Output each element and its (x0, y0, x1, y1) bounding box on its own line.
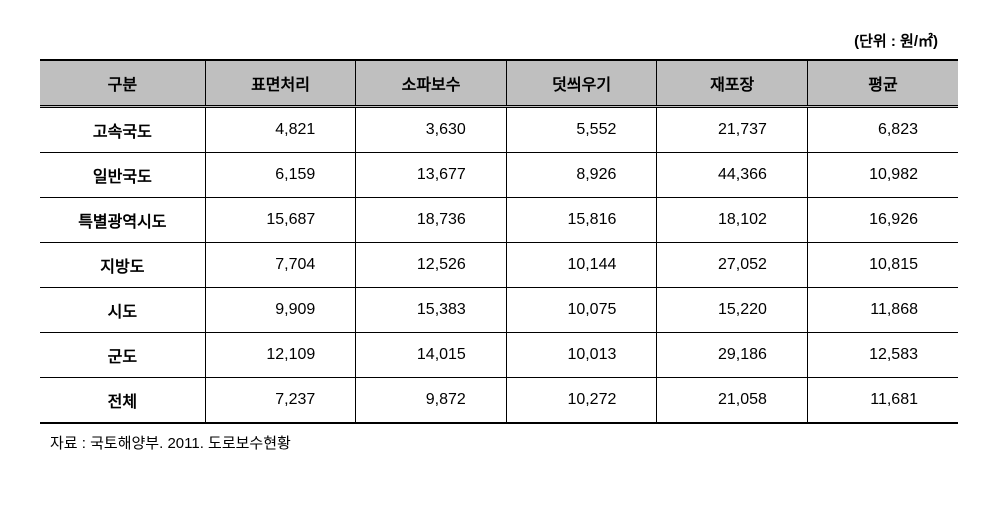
cell-value: 10,144 (506, 243, 657, 288)
cell-value: 9,909 (205, 288, 356, 333)
cell-value: 21,058 (657, 378, 808, 424)
cell-value: 10,815 (807, 243, 958, 288)
cell-value: 3,630 (356, 107, 507, 153)
cell-value: 9,872 (356, 378, 507, 424)
cell-value: 13,677 (356, 153, 507, 198)
col-header-surface: 표면처리 (205, 60, 356, 107)
col-header-category: 구분 (40, 60, 205, 107)
cell-value: 12,583 (807, 333, 958, 378)
cell-value: 15,687 (205, 198, 356, 243)
col-header-average: 평균 (807, 60, 958, 107)
table-body: 고속국도 4,821 3,630 5,552 21,737 6,823 일반국도… (40, 107, 958, 424)
cell-value: 10,075 (506, 288, 657, 333)
source-label: 자료 : 국토해양부. 2011. 도로보수현황 (40, 432, 958, 453)
cell-value: 10,272 (506, 378, 657, 424)
table-row: 군도 12,109 14,015 10,013 29,186 12,583 (40, 333, 958, 378)
table-header-row: 구분 표면처리 소파보수 덧씌우기 재포장 평균 (40, 60, 958, 107)
table-row: 고속국도 4,821 3,630 5,552 21,737 6,823 (40, 107, 958, 153)
unit-label: (단위 : 원/㎡) (40, 30, 958, 51)
table-row: 시도 9,909 15,383 10,075 15,220 11,868 (40, 288, 958, 333)
cell-value: 15,383 (356, 288, 507, 333)
cell-value: 15,220 (657, 288, 808, 333)
cell-value: 18,102 (657, 198, 808, 243)
cell-value: 10,982 (807, 153, 958, 198)
table-row: 지방도 7,704 12,526 10,144 27,052 10,815 (40, 243, 958, 288)
row-label: 지방도 (40, 243, 205, 288)
col-header-patching: 소파보수 (356, 60, 507, 107)
cell-value: 12,109 (205, 333, 356, 378)
row-label: 군도 (40, 333, 205, 378)
cell-value: 4,821 (205, 107, 356, 153)
cell-value: 7,237 (205, 378, 356, 424)
cell-value: 11,868 (807, 288, 958, 333)
col-header-overlay: 덧씌우기 (506, 60, 657, 107)
cell-value: 15,816 (506, 198, 657, 243)
data-table: 구분 표면처리 소파보수 덧씌우기 재포장 평균 고속국도 4,821 3,63… (40, 59, 958, 424)
row-label: 일반국도 (40, 153, 205, 198)
cell-value: 11,681 (807, 378, 958, 424)
table-row: 전체 7,237 9,872 10,272 21,058 11,681 (40, 378, 958, 424)
cell-value: 10,013 (506, 333, 657, 378)
cell-value: 18,736 (356, 198, 507, 243)
row-label: 고속국도 (40, 107, 205, 153)
row-label: 특별광역시도 (40, 198, 205, 243)
cell-value: 27,052 (657, 243, 808, 288)
table-row: 일반국도 6,159 13,677 8,926 44,366 10,982 (40, 153, 958, 198)
row-label: 시도 (40, 288, 205, 333)
row-label: 전체 (40, 378, 205, 424)
cell-value: 7,704 (205, 243, 356, 288)
cell-value: 8,926 (506, 153, 657, 198)
cell-value: 16,926 (807, 198, 958, 243)
cell-value: 5,552 (506, 107, 657, 153)
cell-value: 14,015 (356, 333, 507, 378)
cell-value: 44,366 (657, 153, 808, 198)
col-header-repaving: 재포장 (657, 60, 808, 107)
cell-value: 6,159 (205, 153, 356, 198)
cell-value: 12,526 (356, 243, 507, 288)
cell-value: 6,823 (807, 107, 958, 153)
cell-value: 29,186 (657, 333, 808, 378)
table-row: 특별광역시도 15,687 18,736 15,816 18,102 16,92… (40, 198, 958, 243)
cell-value: 21,737 (657, 107, 808, 153)
